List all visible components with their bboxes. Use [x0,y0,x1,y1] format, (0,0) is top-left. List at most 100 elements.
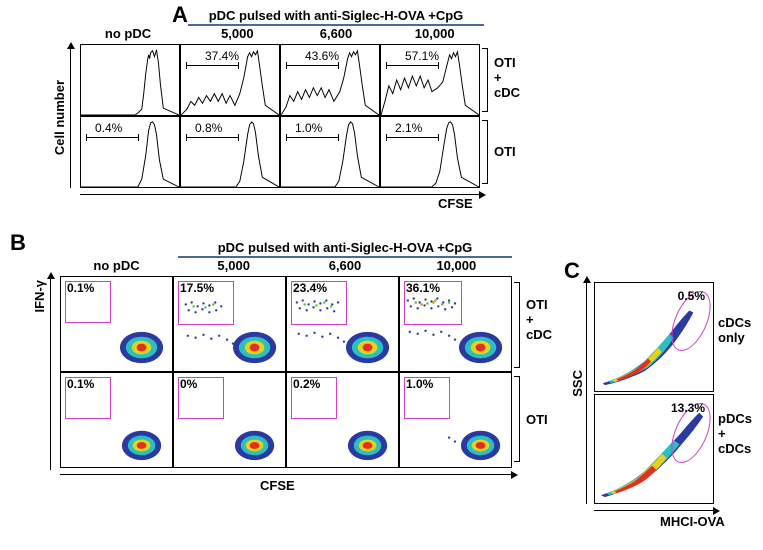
panel-b-row1-bracket [514,376,520,462]
panel-b-letter: B [10,230,26,256]
label-text: OTI + cDC [494,55,520,100]
panel-b-col-3: 10,000 [401,258,512,273]
gate [386,137,438,138]
panel-a-x-arrow [80,194,480,195]
panel-a-r0c1: 37.4% [180,44,280,116]
gate [186,137,238,138]
panel-a-r1c1: 0.8% [180,116,280,188]
panel-b-y-arrow [50,278,51,470]
panel-a-row0-label: OTI + cDC [494,56,520,101]
panel-b-x-arrow [60,474,512,475]
pct: 36.1% [406,281,440,295]
panel-a-header-title: pDC pulsed with anti-Siglec-H-OVA +CpG [188,8,484,23]
panel-a-col-no: no pDC [78,26,178,41]
panel-b-header-bar: pDC pulsed with anti-Siglec-H-OVA +CpG 5… [178,240,512,273]
panel-b-col-2: 6,600 [289,258,400,273]
pct: 0.1% [67,281,94,295]
pct: 17.5% [180,281,214,295]
gate-tick-l [86,134,87,141]
panel-c-r0: 0.5% [594,282,714,392]
gate [286,65,338,66]
panel-b-x-axis: CFSE [260,478,295,493]
panel-a-row1-label: OTI [494,144,516,159]
panel-b-y-axis: IFN-γ [32,280,47,313]
panel-a-y-arrow [70,48,71,188]
panel-b-header-title: pDC pulsed with anti-Siglec-H-OVA +CpG [178,240,512,255]
panel-b-r0c3: 36.1% [399,276,512,372]
panel-b-grid: 0.1% 17.5% [60,276,512,468]
panel-a-r0c0 [80,44,180,116]
panel-a-letter: A [172,2,188,28]
gate-tick-l [186,62,187,69]
pct: 23.4% [293,281,327,295]
panel-c-x-arrow [594,510,714,511]
panel-c-row0-label: cDCs only [718,316,751,346]
pct: 1.0% [406,377,433,391]
panel-b-col-no: no pDC [60,258,173,273]
pct: 0% [180,377,197,391]
pct: 0.4% [95,121,122,135]
panel-a-x-axis: CFSE [438,196,473,211]
panel-b-row1-label: OTI [526,412,548,427]
panel-a-y-axis: Cell number [52,80,67,155]
panel-b-r1c3: 1.0% [399,372,512,468]
panel-b-r1c2: 0.2% [286,372,399,468]
label-text: cDCs only [718,315,751,345]
pct: 2.1% [395,121,422,135]
panel-b-r1c0: 0.1% [60,372,173,468]
gate [186,65,238,66]
label-text: OTI + cDC [526,297,552,342]
gate-tick-l [186,134,187,141]
label-text: pDCs + cDCs [718,411,752,456]
gate-tick-r [238,62,239,69]
gate-tick-r [438,62,439,69]
pct: 0.1% [67,377,94,391]
panel-a-row0-bracket [482,48,488,112]
panel-b-row0-label: OTI + cDC [526,298,552,343]
gate [286,137,338,138]
panel-a-r0c3: 57.1% [380,44,480,116]
panel-a-col-1: 5,000 [188,26,287,41]
panel-a-r1c3: 2.1% [380,116,480,188]
panel-c-grid: 0.5% 13.3% [594,282,714,504]
gate [386,65,438,66]
pct: 0.5% [678,289,705,303]
panel-c-letter: C [564,258,580,284]
panel-b-r1c1: 0% [173,372,286,468]
panel-a-col-3: 10,000 [385,26,484,41]
pct: 0.2% [293,377,320,391]
pct: 37.4% [205,49,239,63]
gate-tick-r [438,134,439,141]
gate-tick-r [338,62,339,69]
pct: 43.6% [305,49,339,63]
panel-b-row0-bracket [514,282,520,368]
gate [86,137,138,138]
gate-tick-l [286,134,287,141]
gate-tick-l [286,62,287,69]
gate-tick-r [238,134,239,141]
pct: 13.3% [671,401,705,415]
panel-a-grid: 37.4% 43.6% 57.1% 0.4% 0.8% [80,44,480,188]
panel-b-r0c0: 0.1% [60,276,173,372]
gate-tick-l [386,134,387,141]
hist-curve [81,45,179,115]
pct: 57.1% [405,49,439,63]
gate-tick-l [386,62,387,69]
panel-c-y-axis: SSC [570,370,585,397]
panel-c-r1: 13.3% [594,394,714,504]
label-text: OTI [494,144,516,159]
panel-a-header-bar: pDC pulsed with anti-Siglec-H-OVA +CpG 5… [188,8,484,41]
panel-b-col-1: 5,000 [178,258,289,273]
label-text: OTI [526,412,548,427]
panel-a-row1-bracket [482,120,488,184]
gate-tick-r [138,134,139,141]
panel-c-row1-label: pDCs + cDCs [718,412,752,457]
panel-b-r0c1: 17.5% [173,276,286,372]
pct: 0.8% [195,121,222,135]
panel-c-y-arrow [586,282,587,504]
gate-tick-r [338,134,339,141]
panel-c-x-axis: MHCI-OVA [660,514,725,529]
panel-a-col-2: 6,600 [287,26,386,41]
panel-b-r0c2: 23.4% [286,276,399,372]
panel-a-r1c0: 0.4% [80,116,180,188]
